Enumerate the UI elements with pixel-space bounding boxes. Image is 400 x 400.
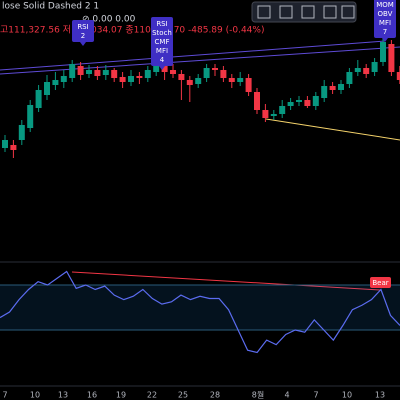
candle-body [178,74,185,80]
x-axis-label: 10 [30,391,40,400]
signal-text: 7 [383,28,387,36]
signal-text: MFI [379,19,391,27]
rsi-band-fill [0,285,400,330]
candle-body [161,62,168,72]
signal-text: RSI [156,20,167,28]
candle-body [321,86,328,98]
signal-text: OBV [378,10,393,18]
x-axis-label: 19 [116,391,126,400]
signal-box [151,17,173,66]
candle-body [371,62,378,72]
tool-icon[interactable] [341,5,355,19]
legend-title: lose Solid Dashed 2 1 [2,2,99,12]
bear-label: Bear [372,279,388,287]
candle-body [44,82,50,95]
candle-body [388,44,395,72]
drawing-toolbar[interactable] [251,1,357,23]
candle-body [396,72,400,80]
candle-body [102,70,109,75]
candle-body [287,102,294,106]
candle-body [203,68,210,78]
candle-body [69,64,76,78]
candle-body [27,105,34,128]
candle-body [380,42,386,62]
candle-body [170,70,176,74]
legend-ohlc: 고111,327.56 저110,034.07 종110,206.70 -485… [0,25,264,36]
signal-pointer [382,38,388,42]
candle-body [2,140,8,148]
candle-body [60,76,67,82]
candle-body [195,78,202,84]
candle-body [86,70,92,74]
candle-body [338,84,344,90]
candle-body [363,68,370,74]
candle-body [52,80,59,85]
x-axis-label: 8월 [252,390,264,400]
candle-body [10,145,17,150]
signal-pointer [80,42,86,46]
candle-body [35,90,42,108]
signal-text: MOM [376,1,394,9]
candle-body [262,110,269,118]
candle-body [228,78,235,82]
candle-body [94,70,101,76]
candle-body [18,125,25,140]
trend-line [265,118,400,141]
candle-body [136,76,143,78]
candle-body [220,70,227,78]
candle-body [111,70,118,78]
trend-line [0,46,400,75]
x-axis-label: 16 [87,391,97,400]
toolbar [251,1,357,23]
candle-body [119,77,126,82]
candle-body [186,80,193,85]
candle-body [329,86,336,90]
rsi-line [0,270,400,354]
candle-body [153,62,160,72]
candle-body [212,68,218,70]
candle-body [270,114,277,116]
x-axis-label: 7 [2,391,7,400]
x-axis-label: 7 [313,391,318,400]
candle-body [144,70,151,78]
candle-body [254,92,260,110]
tool-icon[interactable] [323,5,337,19]
signal-text: Stoch [152,29,172,37]
candle-body [346,72,353,84]
x-axis-label: 22 [147,391,157,400]
candle-body [354,68,361,72]
candle-body [237,78,244,82]
bear-label-box [370,277,391,288]
x-axis-label: 25 [178,391,188,400]
signal-text: RSI [77,23,88,31]
divergence-line [71,271,381,291]
candle-body [279,106,286,114]
signal-box [72,20,94,42]
candle-body [77,66,84,75]
x-axis-label: 10 [342,391,352,400]
candle-body [296,100,302,102]
candle-body [128,76,134,82]
legend-values: ⊘ 0.00 0.00 [82,15,136,25]
tool-icon[interactable] [257,5,271,19]
trend-line [0,40,386,71]
x-axis-label: 13 [375,391,385,400]
x-axis-label: 28 [210,391,220,400]
x-axis-label: 4 [284,391,289,400]
tool-icon[interactable] [279,5,293,19]
candle-body [245,78,252,92]
signal-box [374,0,396,38]
candle-body [304,100,311,106]
signal-text: 4 [160,56,165,64]
signal-text: 2 [81,32,85,40]
signal-text: CMF [155,38,170,46]
signal-pointer [159,66,165,70]
candle-body [312,96,319,106]
signal-text: MFI [156,47,168,55]
tool-icon[interactable] [301,5,315,19]
x-axis-label: 13 [58,391,68,400]
